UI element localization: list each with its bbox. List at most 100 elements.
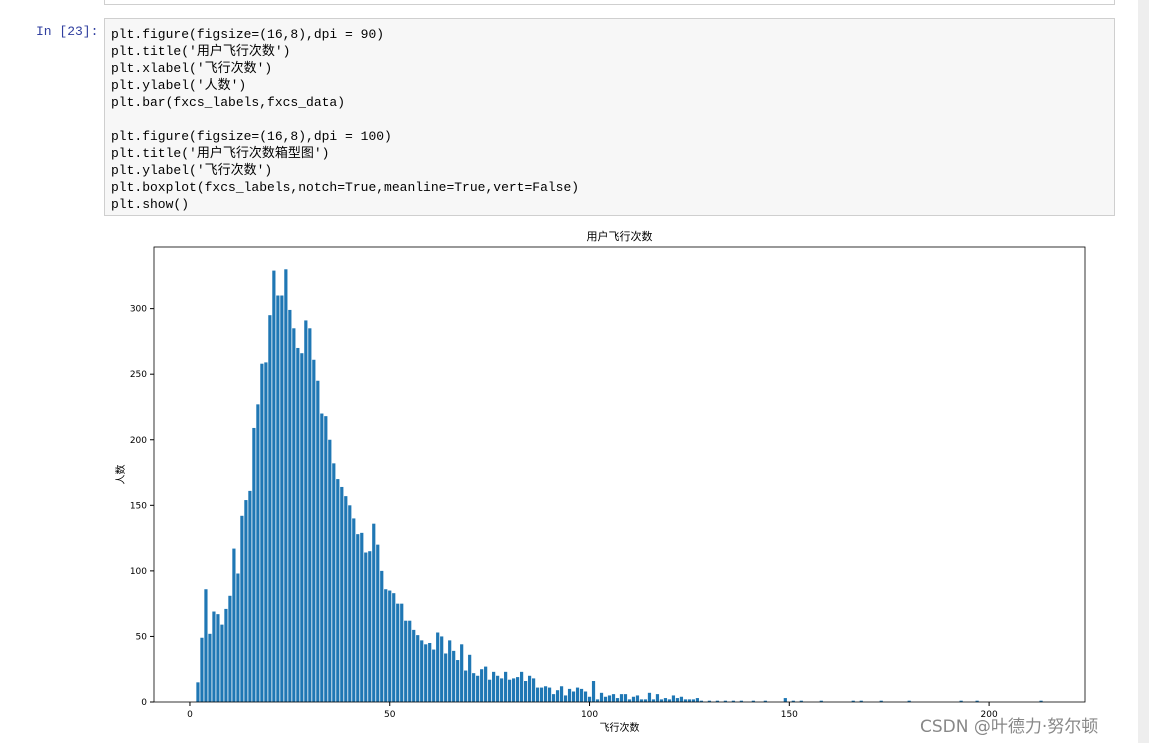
- bar: [384, 589, 388, 702]
- bar: [304, 320, 308, 702]
- bar: [1039, 700, 1043, 702]
- code-line: plt.title('用户飞行次数箱型图'): [111, 146, 330, 161]
- bar: [372, 523, 376, 702]
- bar: [539, 687, 544, 702]
- bar: [547, 687, 552, 702]
- bar: [655, 694, 660, 702]
- x-tick-label: 0: [187, 710, 193, 720]
- bar: [659, 699, 664, 702]
- y-axis-label: 人数: [114, 465, 127, 485]
- bar: [715, 700, 719, 702]
- x-tick-label: 200: [981, 710, 998, 720]
- bar: [232, 548, 236, 702]
- bar: [607, 695, 612, 702]
- code-cell[interactable]: plt.figure(figsize=(16,8),dpi = 90) plt.t…: [104, 18, 1115, 216]
- bar: [224, 608, 228, 702]
- bar: [272, 270, 276, 702]
- bar: [428, 642, 432, 702]
- bar: [340, 486, 344, 702]
- bar: [248, 490, 252, 702]
- y-tick-label: 0: [141, 698, 147, 708]
- bar: [268, 315, 272, 702]
- bar: [663, 698, 668, 702]
- bar: [220, 624, 224, 702]
- bar: [472, 673, 476, 702]
- bar: [675, 698, 680, 702]
- bar: [500, 678, 504, 702]
- code-line: plt.bar(fxcs_labels,fxcs_data): [111, 95, 346, 110]
- x-axis-label: 飞行次数: [600, 721, 640, 734]
- bar: [819, 700, 823, 702]
- bar: [484, 666, 488, 702]
- bar: [723, 700, 727, 702]
- bar: [236, 573, 240, 702]
- bar: [424, 644, 428, 702]
- bar: [240, 515, 244, 702]
- bar: [288, 309, 292, 702]
- bar: [432, 649, 436, 702]
- bar: [456, 660, 460, 702]
- bar: [739, 700, 743, 702]
- code-line: plt.show(): [111, 197, 190, 212]
- bar: [583, 691, 588, 702]
- y-tick-label: 100: [130, 567, 147, 577]
- bar: [631, 696, 636, 702]
- y-tick-label: 300: [130, 305, 147, 315]
- bar: [316, 380, 320, 702]
- bar: [416, 635, 420, 702]
- bar: [687, 699, 692, 702]
- bar: [256, 404, 260, 702]
- code-line: plt.boxplot(fxcs_labels,notch=True,meanl…: [111, 180, 580, 195]
- bar: [527, 675, 532, 702]
- bar: [328, 439, 332, 702]
- bar: [707, 700, 712, 702]
- bar: [332, 463, 336, 702]
- code-line: plt.figure(figsize=(16,8),dpi = 90): [111, 27, 385, 42]
- bar: [647, 692, 652, 702]
- bar: [791, 700, 795, 702]
- bar: [683, 699, 688, 702]
- y-tick-label: 250: [130, 370, 147, 380]
- bar: [464, 670, 468, 702]
- bar: [284, 269, 288, 702]
- bar: [364, 552, 368, 702]
- bar: [859, 700, 863, 702]
- bar: [751, 700, 755, 702]
- bar: [567, 688, 572, 702]
- bar: [639, 699, 644, 702]
- bar: [412, 629, 416, 702]
- bar: [436, 632, 440, 702]
- bar: [555, 690, 560, 702]
- bar: [368, 551, 372, 702]
- bar: [356, 534, 360, 702]
- bar: [488, 679, 492, 702]
- bar: [308, 328, 312, 702]
- bar: [599, 692, 604, 702]
- bar: [420, 640, 424, 702]
- bar: [575, 687, 580, 702]
- bar: [699, 700, 704, 702]
- code-line: plt.title('用户飞行次数'): [111, 44, 291, 59]
- bar: [611, 694, 616, 702]
- bar: [228, 595, 232, 702]
- bar: [392, 593, 396, 702]
- bar: [651, 699, 656, 702]
- x-tick-label: 150: [781, 710, 798, 720]
- bar: [264, 362, 268, 702]
- scrollbar[interactable]: [1138, 0, 1149, 743]
- bar: [296, 347, 300, 702]
- y-tick-label: 200: [130, 436, 147, 446]
- x-tick-label: 50: [384, 710, 396, 720]
- bar: [623, 694, 628, 702]
- bar: [763, 700, 767, 702]
- bar: [571, 691, 576, 702]
- bar: [252, 427, 256, 702]
- bar: [388, 590, 392, 702]
- bar: [603, 696, 608, 702]
- bar: [204, 589, 208, 702]
- bar: [595, 699, 600, 702]
- blank-line: [111, 111, 1108, 128]
- bar: [396, 603, 400, 702]
